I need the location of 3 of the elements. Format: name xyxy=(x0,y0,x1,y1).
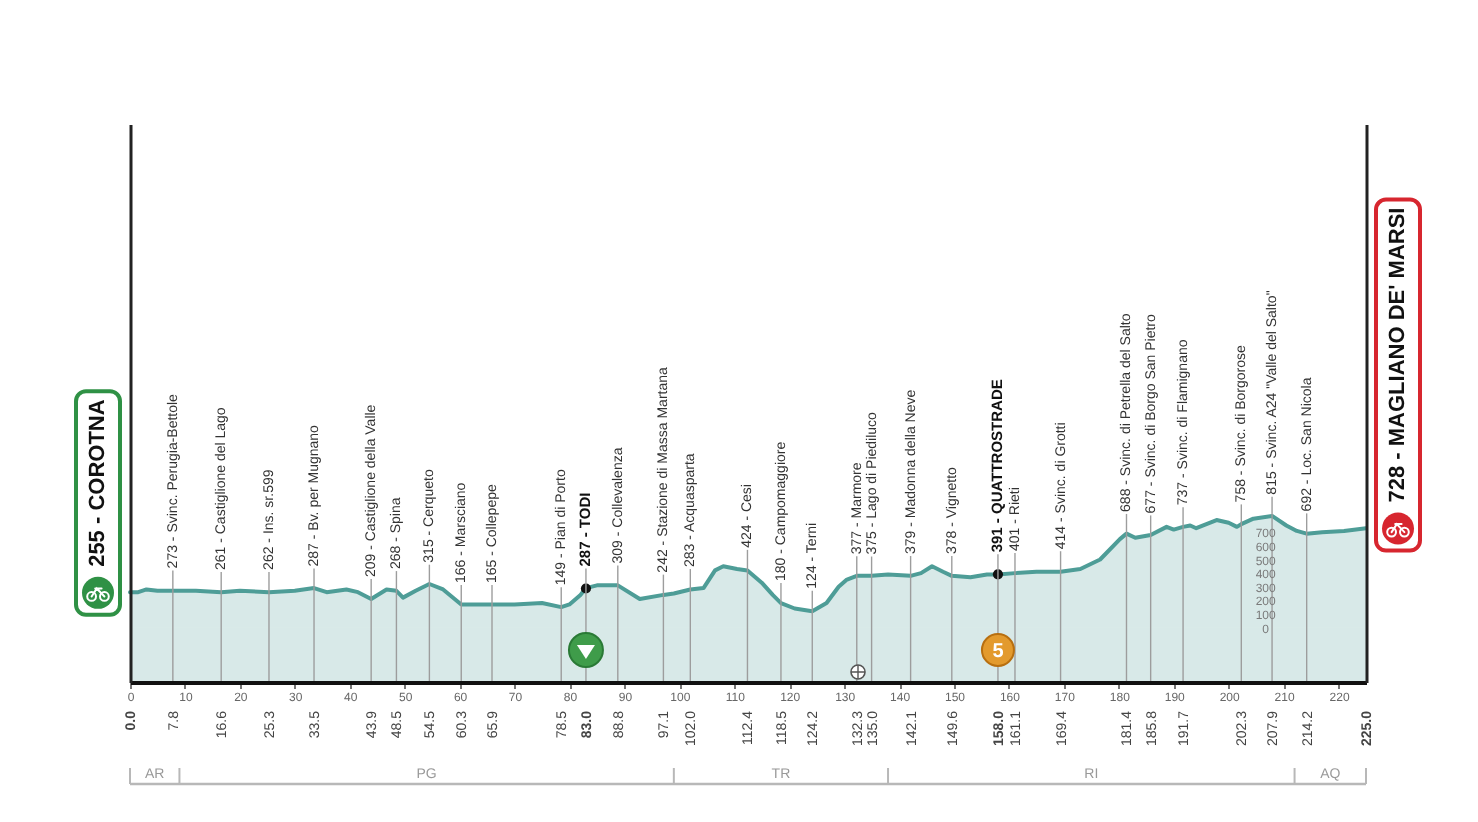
annotation: 728 - MAGLIANO DE' MARSI xyxy=(1386,207,1410,503)
annotation: 255 - COROTNA xyxy=(86,399,110,567)
annotation: 5 xyxy=(992,641,1005,663)
